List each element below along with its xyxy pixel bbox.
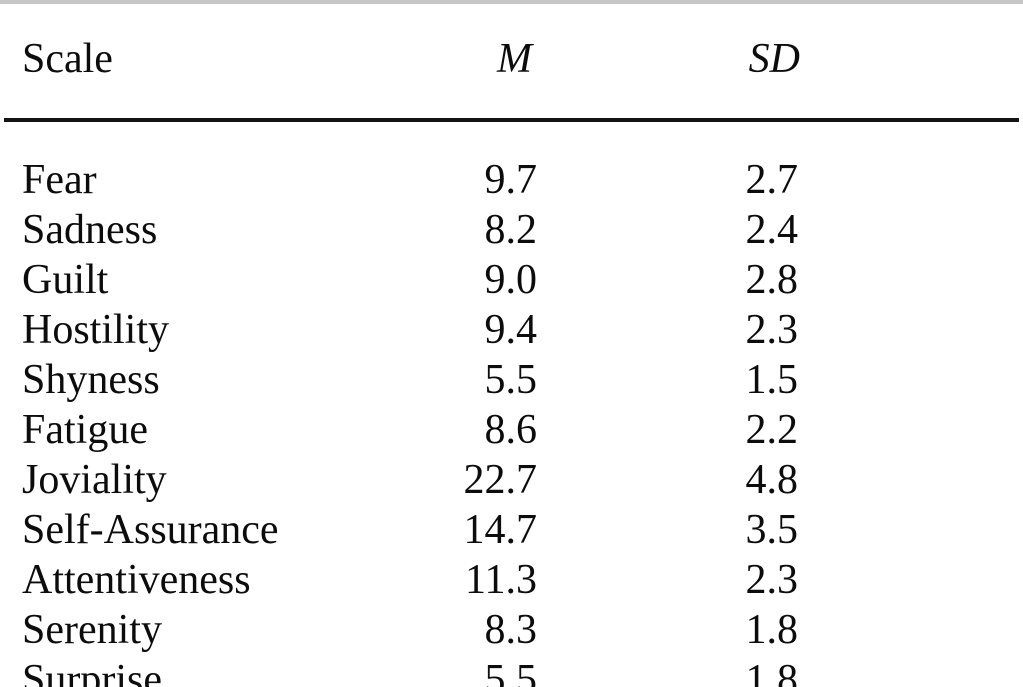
sd-cell: 2.3 xyxy=(745,307,799,353)
sd-cell: 2.8 xyxy=(745,257,799,303)
table-body: Fear 9.7 2.7 Sadness 8.2 2.4 Guilt 9.0 2… xyxy=(4,120,1019,687)
scale-cell: Fatigue xyxy=(22,407,148,453)
stats-table: Scale M SD Fear 9.7 2.7 Sadness 8.2 2.4 … xyxy=(4,0,1019,687)
table-row: Attentiveness 11.3 2.3 xyxy=(4,555,1019,605)
scale-column-header: Scale xyxy=(22,36,113,82)
mean-cell: 8.2 xyxy=(484,207,538,253)
table-row: Self-Assurance 14.7 3.5 xyxy=(4,505,1019,555)
scale-cell: Attentiveness xyxy=(22,557,251,603)
sd-column-header: SD xyxy=(748,36,800,82)
scale-cell: Shyness xyxy=(22,357,160,403)
mean-cell: 5.5 xyxy=(484,357,538,403)
sd-cell: 1.5 xyxy=(745,357,799,403)
sd-cell: 1.8 xyxy=(745,607,799,653)
table-row: Fear 9.7 2.7 xyxy=(4,120,1019,205)
header-filler xyxy=(800,0,1019,120)
header-row: Scale M SD xyxy=(4,0,1019,120)
mean-cell: 22.7 xyxy=(463,457,538,503)
table-row: Serenity 8.3 1.8 xyxy=(4,605,1019,655)
mean-cell: 5.5 xyxy=(484,657,538,687)
sd-cell: 2.7 xyxy=(745,157,799,203)
mean-cell: 8.6 xyxy=(484,407,538,453)
scale-cell: Serenity xyxy=(22,607,162,653)
mean-cell: 9.7 xyxy=(484,157,538,203)
sd-cell: 4.8 xyxy=(745,457,799,503)
table-header: Scale M SD xyxy=(4,0,1019,120)
mean-cell: 14.7 xyxy=(463,507,538,553)
sd-cell: 2.3 xyxy=(745,557,799,603)
sd-cell: 2.4 xyxy=(745,207,799,253)
scale-cell: Self-Assurance xyxy=(22,507,279,553)
table-row: Joviality 22.7 4.8 xyxy=(4,455,1019,505)
scale-cell: Joviality xyxy=(22,457,167,503)
scale-cell: Fear xyxy=(22,157,97,203)
table-row: Fatigue 8.6 2.2 xyxy=(4,405,1019,455)
table-row: Guilt 9.0 2.8 xyxy=(4,255,1019,305)
mean-cell: 8.3 xyxy=(484,607,538,653)
sd-cell: 2.2 xyxy=(745,407,799,453)
mean-cell: 9.4 xyxy=(484,307,538,353)
mean-cell: 9.0 xyxy=(484,257,538,303)
scale-cell: Sadness xyxy=(22,207,158,253)
scale-cell: Guilt xyxy=(22,257,109,303)
sd-cell: 3.5 xyxy=(745,507,799,553)
table-row: Surprise 5.5 1.8 xyxy=(4,655,1019,687)
table-row: Shyness 5.5 1.5 xyxy=(4,355,1019,405)
table-row: Hostility 9.4 2.3 xyxy=(4,305,1019,355)
table-top-rule xyxy=(0,0,1023,4)
mean-column-header: M xyxy=(497,36,532,82)
scale-cell: Surprise xyxy=(22,657,162,687)
table-row: Sadness 8.2 2.4 xyxy=(4,205,1019,255)
sd-cell: 1.8 xyxy=(745,657,799,687)
scale-cell: Hostility xyxy=(22,307,170,353)
mean-cell: 11.3 xyxy=(465,557,537,603)
